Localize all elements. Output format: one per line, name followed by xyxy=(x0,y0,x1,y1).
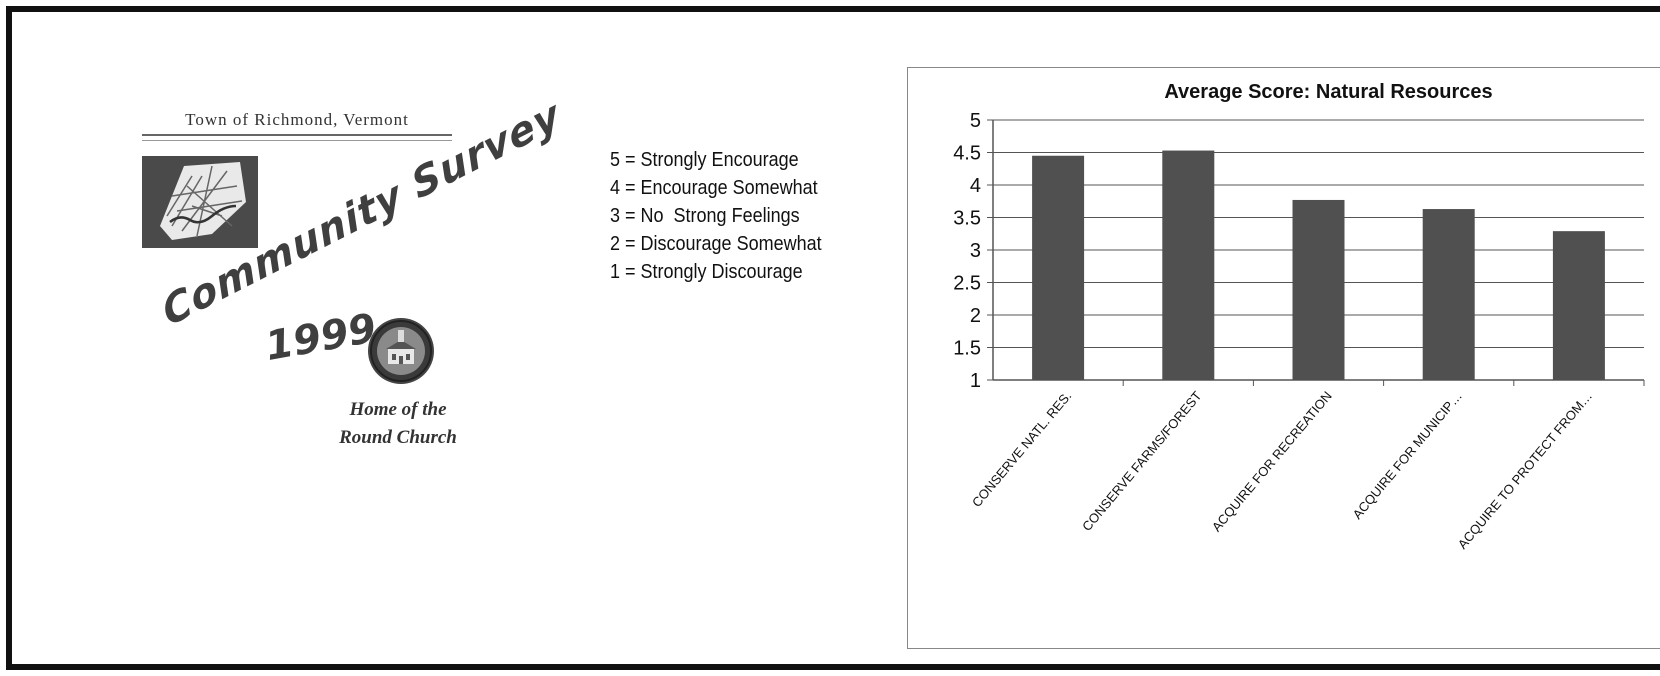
round-church-seal-icon xyxy=(368,318,434,384)
town-map-drawing xyxy=(142,156,258,248)
x-tick-label: CONSERVE NATL. RES. xyxy=(969,388,1074,510)
y-tick-label: 3.5 xyxy=(953,208,981,230)
town-map-icon xyxy=(142,156,258,248)
bar xyxy=(1422,209,1475,380)
y-tick-label: 4.5 xyxy=(953,143,981,165)
y-tick-label: 1 xyxy=(970,370,981,392)
y-tick-label: 2 xyxy=(970,305,981,327)
x-tick-label: ACQUIRE FOR MUNICIP… xyxy=(1350,388,1465,522)
y-tick-label: 1.5 xyxy=(953,338,981,360)
x-tick-label: CONSERVE FARMS/FOREST xyxy=(1079,388,1205,534)
bar-chart: Average Score: Natural Resources 1 1.5 2 2.5… xyxy=(953,81,1645,552)
round-church-drawing xyxy=(370,320,432,382)
scale-legend-item: 5 = Strongly Encourage xyxy=(610,149,799,171)
bar xyxy=(1292,199,1345,380)
scale-legend-item: 1 = Strongly Discourage xyxy=(610,261,803,283)
cover-tagline: Home of the Round Church xyxy=(338,396,458,452)
y-tick-label: 5 xyxy=(970,110,981,132)
cover-year: 1999 xyxy=(262,305,380,370)
bar xyxy=(1032,155,1085,380)
y-tick-label: 2.5 xyxy=(953,273,981,295)
y-tick-label: 4 xyxy=(970,175,981,197)
scale-legend-item: 2 = Discourage Somewhat xyxy=(610,233,822,255)
bar-chart-panel: Average Score: Natural Resources 1 1.5 2 2.5… xyxy=(907,67,1660,649)
survey-cover: Town of Richmond, Vermont Community Surv… xyxy=(142,91,566,470)
cover-town-name: Town of Richmond, Vermont xyxy=(185,110,409,129)
scale-legend-item: 4 = Encourage Somewhat xyxy=(610,177,818,199)
cover-tagline-line-2: Round Church xyxy=(339,427,457,448)
x-tick-label: ACQUIRE FOR RECREATION xyxy=(1209,388,1335,534)
y-tick-label: 3 xyxy=(970,240,981,262)
bar xyxy=(1552,231,1605,380)
cover-tagline-line-1: Home of the xyxy=(349,399,447,420)
bar xyxy=(1162,150,1215,380)
x-tick-label: ACQUIRE TO PROTECT FROM… xyxy=(1455,388,1596,551)
chart-title: Average Score: Natural Resources xyxy=(1164,81,1492,103)
scale-legend: 5 = Strongly Encourage 4 = Encourage Som… xyxy=(610,146,845,286)
cover-divider xyxy=(142,134,452,141)
page-frame: Town of Richmond, Vermont Community Surv… xyxy=(6,6,1660,670)
scale-legend-item: 3 = No Strong Feelings xyxy=(610,205,800,227)
